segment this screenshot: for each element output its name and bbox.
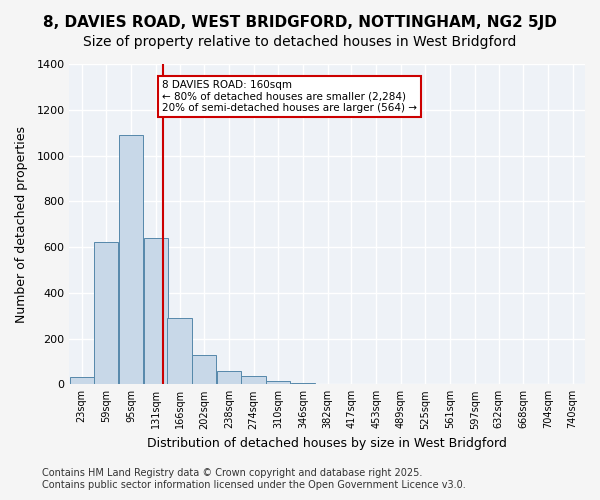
Text: 8 DAVIES ROAD: 160sqm
← 80% of detached houses are smaller (2,284)
20% of semi-d: 8 DAVIES ROAD: 160sqm ← 80% of detached … xyxy=(162,80,417,113)
X-axis label: Distribution of detached houses by size in West Bridgford: Distribution of detached houses by size … xyxy=(147,437,507,450)
Text: 8, DAVIES ROAD, WEST BRIDGFORD, NOTTINGHAM, NG2 5JD: 8, DAVIES ROAD, WEST BRIDGFORD, NOTTINGH… xyxy=(43,15,557,30)
Bar xyxy=(70,378,94,384)
Bar xyxy=(192,354,217,384)
Bar xyxy=(167,318,191,384)
Bar xyxy=(291,383,315,384)
Y-axis label: Number of detached properties: Number of detached properties xyxy=(15,126,28,322)
Bar xyxy=(217,370,241,384)
Bar xyxy=(241,376,266,384)
Bar xyxy=(94,242,118,384)
Bar xyxy=(143,238,167,384)
Text: Size of property relative to detached houses in West Bridgford: Size of property relative to detached ho… xyxy=(83,35,517,49)
Bar xyxy=(266,381,290,384)
Text: Contains HM Land Registry data © Crown copyright and database right 2025.
Contai: Contains HM Land Registry data © Crown c… xyxy=(42,468,466,490)
Bar xyxy=(119,135,143,384)
